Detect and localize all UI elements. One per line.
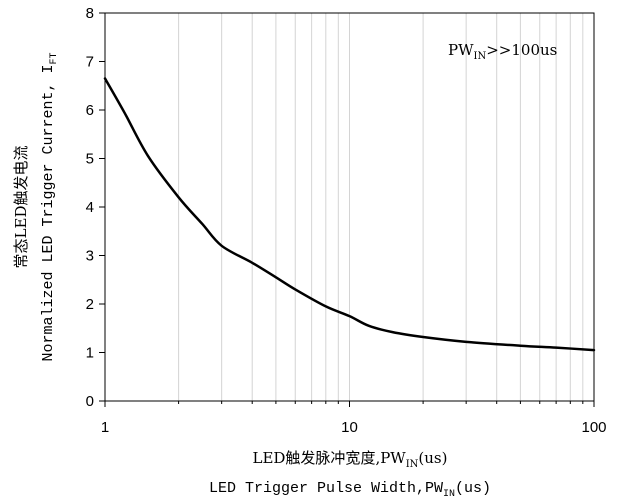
grid-lines <box>178 13 584 401</box>
y-tick-label: 3 <box>86 248 94 265</box>
y-axis-label-en: Normalized LED Trigger Current, IFT <box>40 52 60 361</box>
x-axis-label-en: LED Trigger Pulse Width,PWIN(us) <box>209 480 491 499</box>
x-tick-label: 10 <box>341 419 358 436</box>
y-tick-label: 2 <box>86 296 94 313</box>
y-tick-label: 7 <box>86 54 94 71</box>
y-tick-label: 4 <box>86 199 94 216</box>
y-tick-label: 6 <box>86 102 94 119</box>
annotation-text: PWIN>>100us <box>448 41 557 62</box>
y-tick-label: 1 <box>86 345 94 362</box>
series-layer <box>103 77 596 352</box>
y-tick-label: 8 <box>86 5 94 22</box>
y-tick-label: 5 <box>86 151 94 168</box>
y-axis-label-cn: 常态LED触发电流 <box>12 146 30 269</box>
x-axis-label-cn: LED触发脉冲宽度,PWIN(us) <box>253 449 448 470</box>
x-tick-label: 1 <box>101 419 109 436</box>
y-tick-label: 0 <box>86 393 94 410</box>
series-line <box>103 77 596 352</box>
axis-ticks <box>99 12 595 407</box>
x-tick-label: 100 <box>581 419 606 436</box>
